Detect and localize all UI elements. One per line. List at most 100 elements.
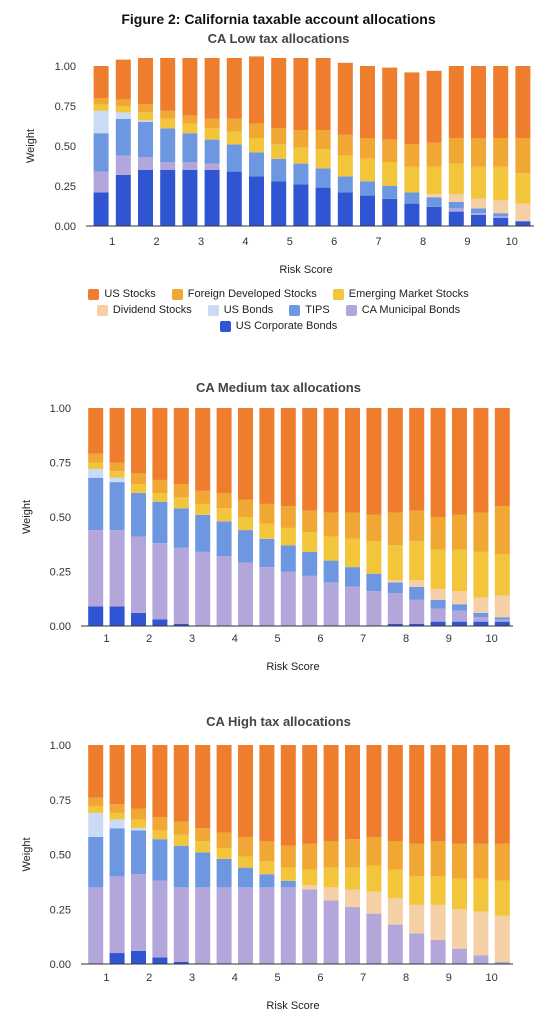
bar-segment-ca-municipal-bonds	[138, 157, 153, 170]
bar-segment-foreign-developed-stocks	[430, 517, 446, 550]
bar-segment-us-corporate-bonds	[182, 170, 198, 226]
bar-segment-us-corporate-bonds	[473, 621, 489, 626]
bar-segment-tips	[360, 181, 375, 196]
bar-segment-ca-municipal-bonds	[366, 591, 382, 626]
bar-segment-tips	[238, 530, 253, 563]
bar-segment-ca-municipal-bonds	[409, 599, 425, 624]
high-tax-chart: 0.00 0.25 0.50 0.75 1.00 1 2 3 4 5 6 7 8 9 10 Risk Scor…	[21, 740, 513, 1012]
bar-segment-tips	[293, 163, 309, 185]
bar-segment-us-corporate-bonds	[152, 619, 168, 626]
bar-segment-ca-municipal-bonds	[238, 562, 253, 626]
bar-segment-emerging-market-stocks	[195, 503, 211, 515]
bar-segment-us-stocks	[493, 66, 509, 138]
bar-segment-us-corporate-bonds	[131, 950, 146, 964]
bar-segment-dividend-stocks	[448, 194, 464, 202]
bar-segment-emerging-market-stocks	[195, 841, 211, 853]
bar-segment-emerging-market-stocks	[280, 527, 296, 546]
bar-segment-tips	[138, 122, 153, 158]
bar-segment-tips	[448, 202, 464, 209]
bar-segment-foreign-developed-stocks	[366, 836, 382, 866]
bar-segment-emerging-market-stocks	[409, 876, 425, 905]
bar-segment-tips	[115, 118, 131, 156]
bar-segment-tips	[88, 477, 104, 531]
bar-segment-foreign-developed-stocks	[195, 828, 211, 842]
legend-item-us-bonds: US Bonds	[207, 304, 273, 316]
bar-segment-emerging-market-stocks	[404, 166, 420, 193]
x-tick-label: 7	[360, 633, 366, 645]
bar-segment-emerging-market-stocks	[93, 104, 109, 111]
bar-segment-us-stocks	[323, 745, 339, 842]
bar-segment-foreign-developed-stocks	[131, 808, 146, 820]
bar-segment-foreign-developed-stocks	[366, 514, 382, 541]
legend-label: Foreign Developed Stocks	[187, 288, 317, 300]
bar-segment-us-stocks	[366, 745, 382, 837]
bar-segment-dividend-stocks	[493, 200, 509, 214]
bar-segment-ca-municipal-bonds	[173, 887, 189, 962]
bar-segment-tips	[216, 521, 232, 557]
bar-segment-us-stocks	[280, 745, 296, 846]
bar-segment-us-stocks	[131, 408, 146, 474]
bar-segment-emerging-market-stocks	[345, 867, 360, 890]
bar-segment-us-corporate-bonds	[93, 192, 109, 226]
bar-segment-foreign-developed-stocks	[360, 138, 375, 159]
bar-segment-foreign-developed-stocks	[152, 817, 168, 831]
bar-segment-emerging-market-stocks	[249, 138, 264, 153]
bar-segment-ca-municipal-bonds	[88, 887, 104, 964]
x-tick-label: 10	[485, 633, 497, 645]
bar-segment-emerging-market-stocks	[471, 166, 486, 199]
low-tax-chart: 0.00 0.25 0.50 0.75 1.00 1 2 3 4 5 6 7 8 9 10 Risk Scor…	[25, 56, 534, 276]
bar-segment-us-corporate-bonds	[452, 621, 467, 626]
bar-segment-ca-municipal-bonds	[345, 907, 360, 964]
bar-segment-tips	[195, 514, 211, 552]
bar-segment-dividend-stocks	[426, 194, 442, 198]
bar-segment-tips	[249, 152, 264, 177]
bar-segment-us-corporate-bonds	[173, 623, 189, 626]
medium-tax-chart: 0.00 0.25 0.50 0.75 1.00 1 2 3 4 5 6 7 8 9 10 Risk Scor…	[21, 403, 513, 673]
bar-segment-emerging-market-stocks	[323, 536, 339, 561]
bar-segment-dividend-stocks	[430, 904, 446, 940]
bar-segment-tips	[152, 501, 168, 544]
bar-segment-ca-municipal-bonds	[131, 874, 146, 951]
bar-segment-dividend-stocks	[345, 889, 360, 908]
bar-segment-ca-municipal-bonds	[493, 216, 509, 218]
bar-segment-foreign-developed-stocks	[494, 843, 510, 881]
bar-segment-foreign-developed-stocks	[293, 130, 309, 148]
legend-swatch	[289, 304, 301, 316]
chart-title-high: CA High tax allocations	[206, 714, 351, 729]
bar-segment-us-bonds	[131, 828, 146, 831]
bar-segment-dividend-stocks	[387, 898, 403, 925]
bar-segment-tips	[471, 208, 486, 214]
bar-segment-foreign-developed-stocks	[452, 843, 467, 879]
bar-segment-dividend-stocks	[409, 580, 425, 587]
bar-segment-us-stocks	[426, 70, 442, 143]
bar-segment-foreign-developed-stocks	[182, 115, 198, 124]
bar-segment-tips	[109, 482, 125, 531]
bar-segment-us-stocks	[88, 745, 104, 798]
bar-segment-emerging-market-stocks	[382, 162, 398, 186]
bar-segment-us-stocks	[259, 745, 275, 842]
bar-segment-us-corporate-bonds	[152, 957, 168, 964]
bar-segment-foreign-developed-stocks	[302, 843, 318, 870]
bar-segment-foreign-developed-stocks	[152, 479, 168, 494]
bar-segment-foreign-developed-stocks	[280, 506, 296, 528]
y-axis-label: Weight	[21, 500, 33, 534]
bar-segment-us-stocks	[259, 408, 275, 504]
bar-segment-foreign-developed-stocks	[115, 99, 131, 106]
bar-segment-foreign-developed-stocks	[238, 836, 253, 857]
x-tick-label: 4	[232, 633, 238, 645]
legend-swatch	[345, 304, 357, 316]
bar-segment-emerging-market-stocks	[131, 484, 146, 494]
bar-segment-foreign-developed-stocks	[409, 510, 425, 541]
y-tick-label: 0.25	[50, 904, 71, 916]
bar-segment-us-stocks	[366, 408, 382, 515]
bar-segment-foreign-developed-stocks	[387, 841, 403, 870]
bar-segment-foreign-developed-stocks	[160, 110, 176, 119]
bar-segment-tips	[493, 213, 509, 217]
y-tick-label: 0.50	[50, 850, 71, 862]
bar-segment-emerging-market-stocks	[494, 554, 510, 596]
y-axis-label: Weight	[25, 129, 37, 163]
bar-segment-us-corporate-bonds	[315, 187, 331, 226]
bar-segment-foreign-developed-stocks	[302, 510, 318, 533]
bar-segment-foreign-developed-stocks	[409, 843, 425, 877]
bar-segment-foreign-developed-stocks	[515, 138, 531, 174]
